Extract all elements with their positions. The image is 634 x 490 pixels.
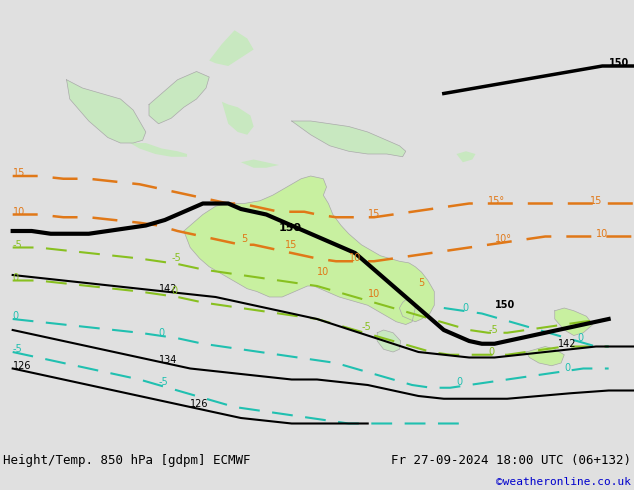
Text: 10: 10 xyxy=(317,267,329,277)
Text: -5: -5 xyxy=(13,344,22,354)
Text: 126: 126 xyxy=(13,361,31,370)
Text: Height/Temp. 850 hPa [gdpm] ECMWF: Height/Temp. 850 hPa [gdpm] ECMWF xyxy=(3,454,250,466)
Polygon shape xyxy=(130,143,187,157)
Text: Fr 27-09-2024 18:00 UTC (06+132): Fr 27-09-2024 18:00 UTC (06+132) xyxy=(391,454,631,466)
Polygon shape xyxy=(241,160,279,168)
Text: 0: 0 xyxy=(158,327,165,338)
Polygon shape xyxy=(377,330,401,352)
Text: 15: 15 xyxy=(13,168,25,178)
Polygon shape xyxy=(292,121,406,157)
Text: 5: 5 xyxy=(418,278,425,288)
Text: 10°: 10° xyxy=(495,234,512,244)
Polygon shape xyxy=(222,102,254,135)
Text: 134: 134 xyxy=(158,355,177,365)
Text: ©weatheronline.co.uk: ©weatheronline.co.uk xyxy=(496,477,631,487)
Text: 0: 0 xyxy=(171,286,178,296)
Polygon shape xyxy=(555,308,593,336)
Text: 5: 5 xyxy=(241,234,247,244)
Text: 15°: 15° xyxy=(488,196,505,205)
Text: 0: 0 xyxy=(463,303,469,313)
Text: 126: 126 xyxy=(190,399,209,409)
Text: 10: 10 xyxy=(13,206,25,217)
Text: -5: -5 xyxy=(361,322,371,332)
Text: 0: 0 xyxy=(13,272,19,283)
Polygon shape xyxy=(149,72,209,124)
Polygon shape xyxy=(526,346,564,366)
Polygon shape xyxy=(184,176,434,324)
Text: 142: 142 xyxy=(158,284,177,294)
Text: 15: 15 xyxy=(285,240,298,249)
Text: 150: 150 xyxy=(279,223,302,233)
Text: 15: 15 xyxy=(590,196,602,205)
Polygon shape xyxy=(209,30,254,66)
Text: 15: 15 xyxy=(368,209,380,219)
Polygon shape xyxy=(67,80,146,143)
Text: 10: 10 xyxy=(596,228,608,239)
Text: 0: 0 xyxy=(488,347,495,357)
Text: -5: -5 xyxy=(171,253,181,263)
Text: 10: 10 xyxy=(368,289,380,299)
Polygon shape xyxy=(456,151,476,162)
Text: -5: -5 xyxy=(158,377,168,387)
Text: 0: 0 xyxy=(577,333,583,343)
Text: 0: 0 xyxy=(456,377,463,387)
Text: 150: 150 xyxy=(495,300,515,310)
Text: 10: 10 xyxy=(349,253,361,263)
Text: 0: 0 xyxy=(13,311,19,321)
Text: 142: 142 xyxy=(558,339,576,348)
Text: -5: -5 xyxy=(488,325,498,335)
Text: -5: -5 xyxy=(13,240,22,249)
Text: 150: 150 xyxy=(609,58,629,68)
Text: 0: 0 xyxy=(564,363,571,373)
